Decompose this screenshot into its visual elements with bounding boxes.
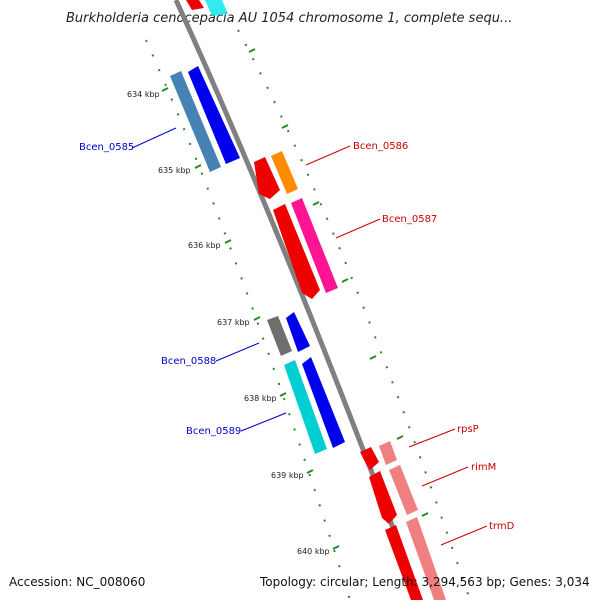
- callout-line: [305, 145, 351, 166]
- guide-ring-outer: [237, 29, 471, 600]
- gene-bar-rpsp[interactable]: [379, 441, 397, 465]
- tick-mark: [161, 87, 169, 92]
- tick-mark: [306, 469, 314, 474]
- callout-line: [240, 412, 287, 432]
- gene-label-trmd[interactable]: trmD: [489, 521, 515, 532]
- tick-mark: [194, 164, 202, 169]
- tick-marks-outer: [248, 48, 429, 517]
- gene-arrow-bcen-0588[interactable]: [286, 312, 310, 352]
- gene-label-bcen-0586[interactable]: Bcen_0586: [353, 141, 408, 152]
- tick-mark: [248, 48, 256, 53]
- gene-label-rimm[interactable]: rimM: [471, 462, 496, 473]
- tick-mark: [369, 355, 377, 360]
- gene-arrow-bcen-0587[interactable]: [273, 204, 320, 299]
- map-title: Burkholderia cenocepacia AU 1054 chromos…: [66, 11, 512, 26]
- tick-mark: [341, 278, 349, 283]
- guide-ring-inner: [145, 39, 351, 600]
- gene-label-bcen-0589[interactable]: Bcen_0589: [186, 426, 241, 437]
- gene-bar-bcen-0589[interactable]: [284, 360, 327, 454]
- tick-mark: [253, 316, 261, 321]
- gene-arrow-rimm[interactable]: [369, 471, 397, 524]
- accession-text: Accession: NC_008060: [9, 575, 145, 589]
- gene-arrow-bcen-0586[interactable]: [254, 157, 280, 199]
- tick-label: 639 kbp: [271, 471, 304, 480]
- gene-arrow-rpsp[interactable]: [360, 447, 379, 470]
- gene-label-bcen-0585[interactable]: Bcen_0585: [79, 142, 134, 153]
- callout-line: [408, 428, 456, 448]
- tick-label: 640 kbp: [297, 547, 330, 556]
- tick-mark: [396, 435, 404, 440]
- gene-arrow-bcen-0585[interactable]: [188, 66, 240, 164]
- gene-label-rpsp[interactable]: rpsP: [457, 424, 479, 435]
- callout-line: [215, 342, 260, 362]
- tick-marks: [161, 87, 340, 550]
- gene-label-bcen-0588[interactable]: Bcen_0588: [161, 356, 216, 367]
- gene-arrow[interactable]: [186, 0, 204, 10]
- tick-mark: [279, 392, 287, 397]
- tick-mark: [312, 201, 320, 206]
- tick-mark: [421, 512, 429, 517]
- tick-mark: [281, 124, 289, 129]
- gene-bar-rimm[interactable]: [389, 465, 418, 515]
- tick-label: 638 kbp: [244, 394, 277, 403]
- tick-mark: [332, 545, 340, 550]
- callout-line: [335, 218, 381, 239]
- tick-label: 635 kbp: [158, 166, 191, 175]
- callout-line: [440, 525, 488, 546]
- gene-arrow-trmd[interactable]: [385, 525, 423, 600]
- gene-bar-bcen-0586[interactable]: [271, 151, 298, 194]
- callout-line: [131, 127, 177, 149]
- gene-bar-trmd[interactable]: [406, 517, 446, 600]
- gene-label-bcen-0587[interactable]: Bcen_0587: [382, 214, 437, 225]
- gene-arrow[interactable]: [205, 0, 228, 16]
- gene-bar-bcen-0587[interactable]: [291, 198, 338, 293]
- topology-text: Topology: circular; Length: 3,294,563 bp…: [259, 575, 590, 589]
- callout-lines: [131, 127, 488, 546]
- callout-line: [421, 466, 469, 487]
- gene-bar-bcen-0585[interactable]: [170, 71, 221, 172]
- tick-label: 637 kbp: [217, 318, 250, 327]
- gene-bar-bcen-0588[interactable]: [267, 316, 292, 356]
- tick-label: 634 kbp: [127, 90, 160, 99]
- tick-mark: [224, 239, 232, 244]
- tick-label: 636 kbp: [188, 241, 221, 250]
- gene-arrow-bcen-0589[interactable]: [302, 357, 345, 448]
